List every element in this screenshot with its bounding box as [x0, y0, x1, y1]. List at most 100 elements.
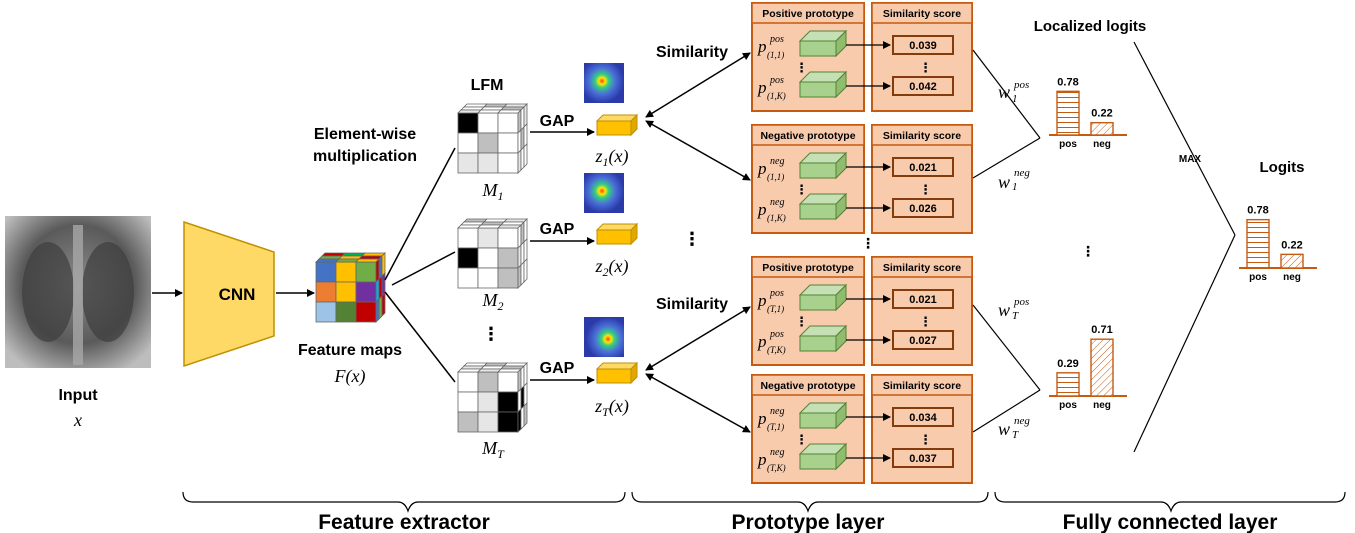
prototype-sup: pos [769, 288, 784, 299]
bar-category-label: pos [1059, 139, 1077, 150]
sim-arrow-1b [645, 120, 751, 181]
branch-line-m2 [391, 251, 456, 286]
bar-value-label: 0.78 [1247, 205, 1268, 217]
bar-value-label: 0.78 [1057, 76, 1078, 88]
similarity-score-value: 0.021 [909, 162, 937, 174]
input-xray-image [5, 216, 151, 368]
prototype-dots: ⋮ [795, 60, 808, 75]
similarity-score-value: 0.039 [909, 40, 937, 52]
weight-wt-pos: w pos T [998, 296, 1029, 322]
similarity-label-bottom: Similarity [656, 296, 728, 313]
score-box [892, 448, 954, 468]
bar-value-label: 0.71 [1091, 324, 1112, 336]
prototype-symbol: p [757, 291, 767, 310]
mask-label-2: M2 [482, 290, 504, 313]
max-line-top [1133, 41, 1236, 236]
prototype-sup: neg [770, 197, 784, 208]
prototype-symbol: p [757, 37, 767, 56]
similarity-score-title: Similarity score [883, 8, 961, 20]
logits-vertical-dots: ⋮ [1081, 243, 1095, 259]
lfm-mask-cube-1 [457, 103, 528, 174]
branch-line-m1 [384, 147, 456, 281]
score-dots: ⋮ [919, 60, 932, 75]
brace-fully-connected [994, 491, 1346, 513]
similarity-score-title: Similarity score [883, 262, 961, 274]
bar-category-label: neg [1093, 400, 1111, 411]
prototype-sup: neg [770, 406, 784, 417]
prototype-title: Positive prototype [762, 8, 854, 20]
max-line-bottom [1133, 234, 1236, 453]
prototype-sub: (1,1) [767, 50, 784, 60]
bar-category-label: neg [1093, 139, 1111, 150]
mask-label-1: M1 [482, 180, 504, 203]
similarity-label-top: Similarity [656, 44, 728, 61]
prototype-dots: ⋮ [795, 182, 808, 197]
weight-w1-pos: w pos 1 [998, 79, 1029, 105]
prototype-title: Positive prototype [762, 262, 854, 274]
gap-row-2: GAP [530, 221, 595, 245]
score-dots: ⋮ [919, 314, 932, 329]
gap-label-2: GAP [540, 221, 575, 238]
prototype-sub: (T,K) [767, 345, 786, 355]
gap-vector-2 [595, 222, 639, 246]
score-dots: ⋮ [919, 182, 932, 197]
prototype-symbol: p [757, 200, 767, 219]
bar-category-label: pos [1059, 400, 1077, 411]
prototype-vector [798, 401, 848, 430]
lfm-vertical-dots: ⋮ [482, 324, 500, 344]
score-box [892, 157, 954, 177]
prototype-symbol: p [757, 78, 767, 97]
svg-text:1: 1 [1012, 181, 1018, 193]
proto-vertical-dots: ⋮ [861, 235, 875, 251]
localized-logits-title: Localized logits [1034, 18, 1147, 35]
prototype-block-pos-t: Positive prototype Similarity score p pos (T… [751, 256, 973, 366]
svg-text:T: T [1012, 429, 1019, 441]
element-wise-label-line2: multiplication [313, 148, 417, 165]
logits-title: Logits [1260, 159, 1305, 176]
heatmap-2 [584, 173, 624, 213]
score-box [892, 289, 954, 309]
gap-vector-t [595, 361, 639, 385]
fc-line-ta [972, 304, 1041, 391]
prototype-dots: ⋮ [795, 314, 808, 329]
score-box [892, 198, 954, 218]
weight-wt-neg: w neg T [998, 415, 1030, 441]
bar-value-label: 0.22 [1281, 239, 1302, 251]
prototype-symbol: p [757, 409, 767, 428]
fc-line-tb [972, 389, 1041, 433]
bar-category-label: neg [1283, 272, 1301, 283]
prototype-vector [798, 29, 848, 58]
similarity-score-value: 0.027 [909, 335, 937, 347]
gap-label-t: GAP [540, 360, 575, 377]
bar-neg [1280, 253, 1304, 269]
localized-logits-chart-1: 0.78 pos 0.22 neg [1049, 76, 1127, 150]
prototype-title: Negative prototype [760, 380, 855, 392]
weight-w1-neg: w neg 1 [998, 167, 1030, 193]
branch-line-mt [384, 291, 456, 383]
input-var: x [73, 410, 82, 430]
section-prototype-layer: Prototype layer [732, 511, 885, 533]
section-feature-extractor: Feature extractor [318, 511, 490, 533]
prototype-sub: (1,K) [767, 91, 786, 101]
svg-text:w: w [998, 82, 1010, 102]
bar-value-label: 0.29 [1057, 358, 1078, 370]
score-box [892, 407, 954, 427]
cnn-label: CNN [219, 285, 256, 304]
prototype-symbol: p [757, 159, 767, 178]
lfm-label: LFM [471, 77, 504, 94]
sim-arrow-1a [645, 52, 751, 118]
logits-chart: 0.78 pos 0.22 neg [1239, 205, 1317, 283]
cnn-block [183, 220, 275, 368]
fc-line-1b [972, 137, 1041, 179]
similarity-score-value: 0.021 [909, 294, 937, 306]
prototype-sup: neg [770, 156, 784, 167]
input-label: Input [58, 387, 98, 404]
bar-value-label: 0.22 [1091, 108, 1112, 120]
prototype-vector [798, 324, 848, 353]
prototype-title: Negative prototype [760, 130, 855, 142]
lfm-mask-cube-2 [457, 218, 528, 289]
svg-text:neg: neg [1014, 415, 1030, 427]
